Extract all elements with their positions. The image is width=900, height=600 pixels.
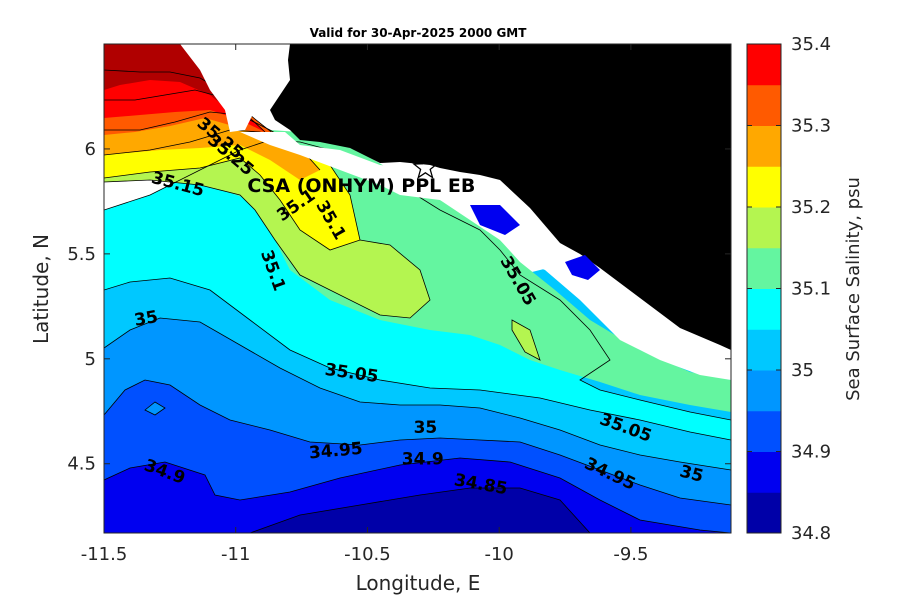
y-tick-label: 6	[85, 139, 96, 160]
colorbar-swatch	[747, 247, 781, 289]
colorbar-tick-label: 35	[791, 360, 814, 381]
isoline-34-95	[104, 379, 731, 506]
isoline-34-85	[249, 487, 591, 533]
colorbar-ticks: 34.8 34.9 35 35.1 35.2 35.3 35.4	[747, 34, 831, 544]
station-star-icon	[412, 153, 439, 180]
colorbar-swatch	[747, 44, 781, 86]
station-marker: CSA (ONHYM) PPL EB	[247, 153, 475, 197]
isoline-closed-35-15	[511, 319, 541, 361]
isoline-35-00	[104, 317, 731, 471]
contour-value-label: 35	[133, 307, 160, 331]
colorbar-label: Sea Surface Salinity, psu	[843, 177, 864, 401]
colorbar-tick-label: 35.3	[791, 116, 831, 137]
colorbar-tick-label: 35.4	[791, 34, 831, 55]
colorbar-swatch	[747, 84, 781, 126]
x-tick-label: -9.5	[613, 544, 648, 565]
colorbar-swatch	[747, 166, 781, 208]
contour-fill-35-00	[104, 265, 731, 470]
contour-fill-35-15	[104, 158, 540, 360]
isoline-35-05	[104, 277, 731, 441]
colorbar-tick-label: 35.1	[791, 279, 831, 300]
x-axis-label: Longitude, E	[356, 571, 481, 595]
contour-fill-35-35	[104, 70, 265, 132]
no-data-area	[180, 44, 731, 380]
contour-fill-34-95	[104, 318, 731, 505]
colorbar-swatch	[747, 288, 781, 330]
contour-value-label: 34.95	[308, 439, 363, 464]
x-tick-label: -10	[484, 544, 513, 565]
colorbar-swatch	[747, 410, 781, 452]
colorbar-swatch	[747, 125, 781, 167]
x-tick-label: -11	[221, 544, 250, 565]
isoline-35-10	[104, 139, 731, 421]
y-axis-ticks: 4.5 5 5.5 6	[67, 139, 731, 475]
y-axis-label: Latitude, N	[29, 234, 53, 344]
colorbar-tick-label: 35.2	[791, 197, 831, 218]
contour-lines	[104, 44, 731, 533]
colorbar-swatch	[747, 207, 781, 249]
chart-title: Valid for 30-Apr-2025 2000 GMT	[310, 26, 528, 40]
isoline-34-90	[104, 457, 731, 533]
colorbar-swatch	[747, 329, 781, 371]
plot-frame	[103, 43, 732, 534]
y-tick-label: 4.5	[67, 454, 96, 475]
colorbar-swatch	[747, 370, 781, 412]
contour-fill-34-80	[104, 488, 731, 533]
salinity-contour-fills	[104, 44, 731, 533]
y-tick-label: 5	[85, 349, 96, 370]
contour-fill-34-90	[104, 380, 731, 533]
contour-value-label: 35	[414, 418, 438, 438]
y-tick-label: 5.5	[67, 244, 96, 265]
colorbar-tick-label: 34.9	[791, 442, 831, 463]
colorbar	[747, 44, 781, 534]
colorbar-tick-label: 34.8	[791, 523, 831, 544]
x-tick-label: -10.5	[344, 544, 391, 565]
station-label: CSA (ONHYM) PPL EB	[247, 175, 475, 197]
isoline-35-15	[104, 157, 431, 319]
x-axis-ticks: -11.5 -11 -10.5 -10 -9.5	[81, 44, 648, 565]
colorbar-swatch	[747, 451, 781, 493]
plot-area	[104, 44, 731, 533]
isoline-closed-34-95	[144, 401, 166, 416]
coastal-blue-patch	[470, 205, 600, 280]
x-tick-label: -11.5	[81, 544, 128, 565]
land-mass	[270, 44, 731, 350]
contour-value-label: 34.9	[402, 450, 444, 470]
contour-fill-35-40	[104, 44, 235, 115]
colorbar-swatch	[747, 492, 781, 534]
contour-fill-34-85	[104, 458, 731, 533]
isoline-35-30	[104, 89, 291, 151]
